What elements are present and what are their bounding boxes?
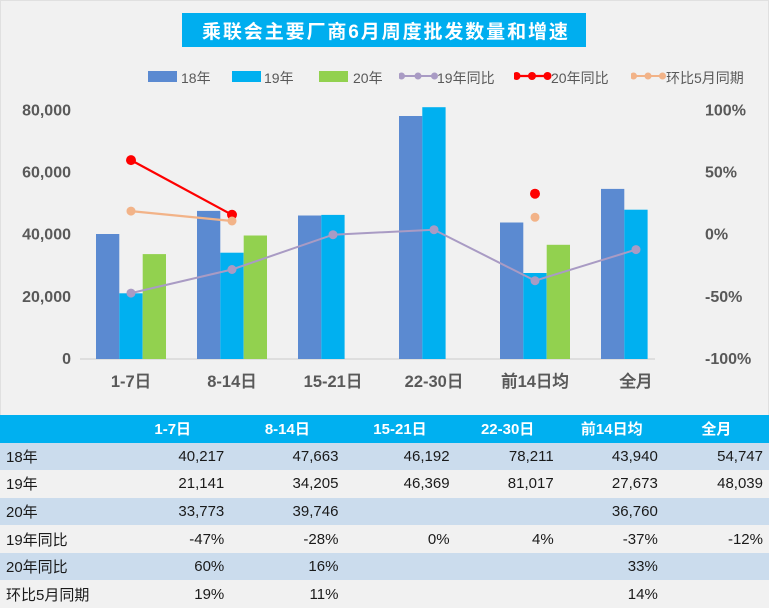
svg-text:8-14日: 8-14日: [207, 373, 257, 391]
svg-text:-50%: -50%: [705, 289, 742, 306]
svg-text:0: 0: [62, 351, 71, 368]
svg-text:80,000: 80,000: [22, 102, 71, 119]
svg-text:-100%: -100%: [705, 351, 751, 368]
svg-text:20,000: 20,000: [22, 289, 71, 306]
svg-text:60,000: 60,000: [22, 165, 71, 182]
svg-text:15-21日: 15-21日: [304, 373, 363, 391]
svg-text:0%: 0%: [705, 227, 728, 244]
svg-text:40,000: 40,000: [22, 227, 71, 244]
svg-text:50%: 50%: [705, 165, 737, 182]
svg-text:全月: 全月: [619, 371, 653, 391]
svg-text:1-7日: 1-7日: [111, 373, 151, 391]
svg-text:前14日均: 前14日均: [501, 371, 569, 391]
svg-text:22-30日: 22-30日: [405, 373, 464, 391]
svg-text:100%: 100%: [705, 102, 746, 119]
